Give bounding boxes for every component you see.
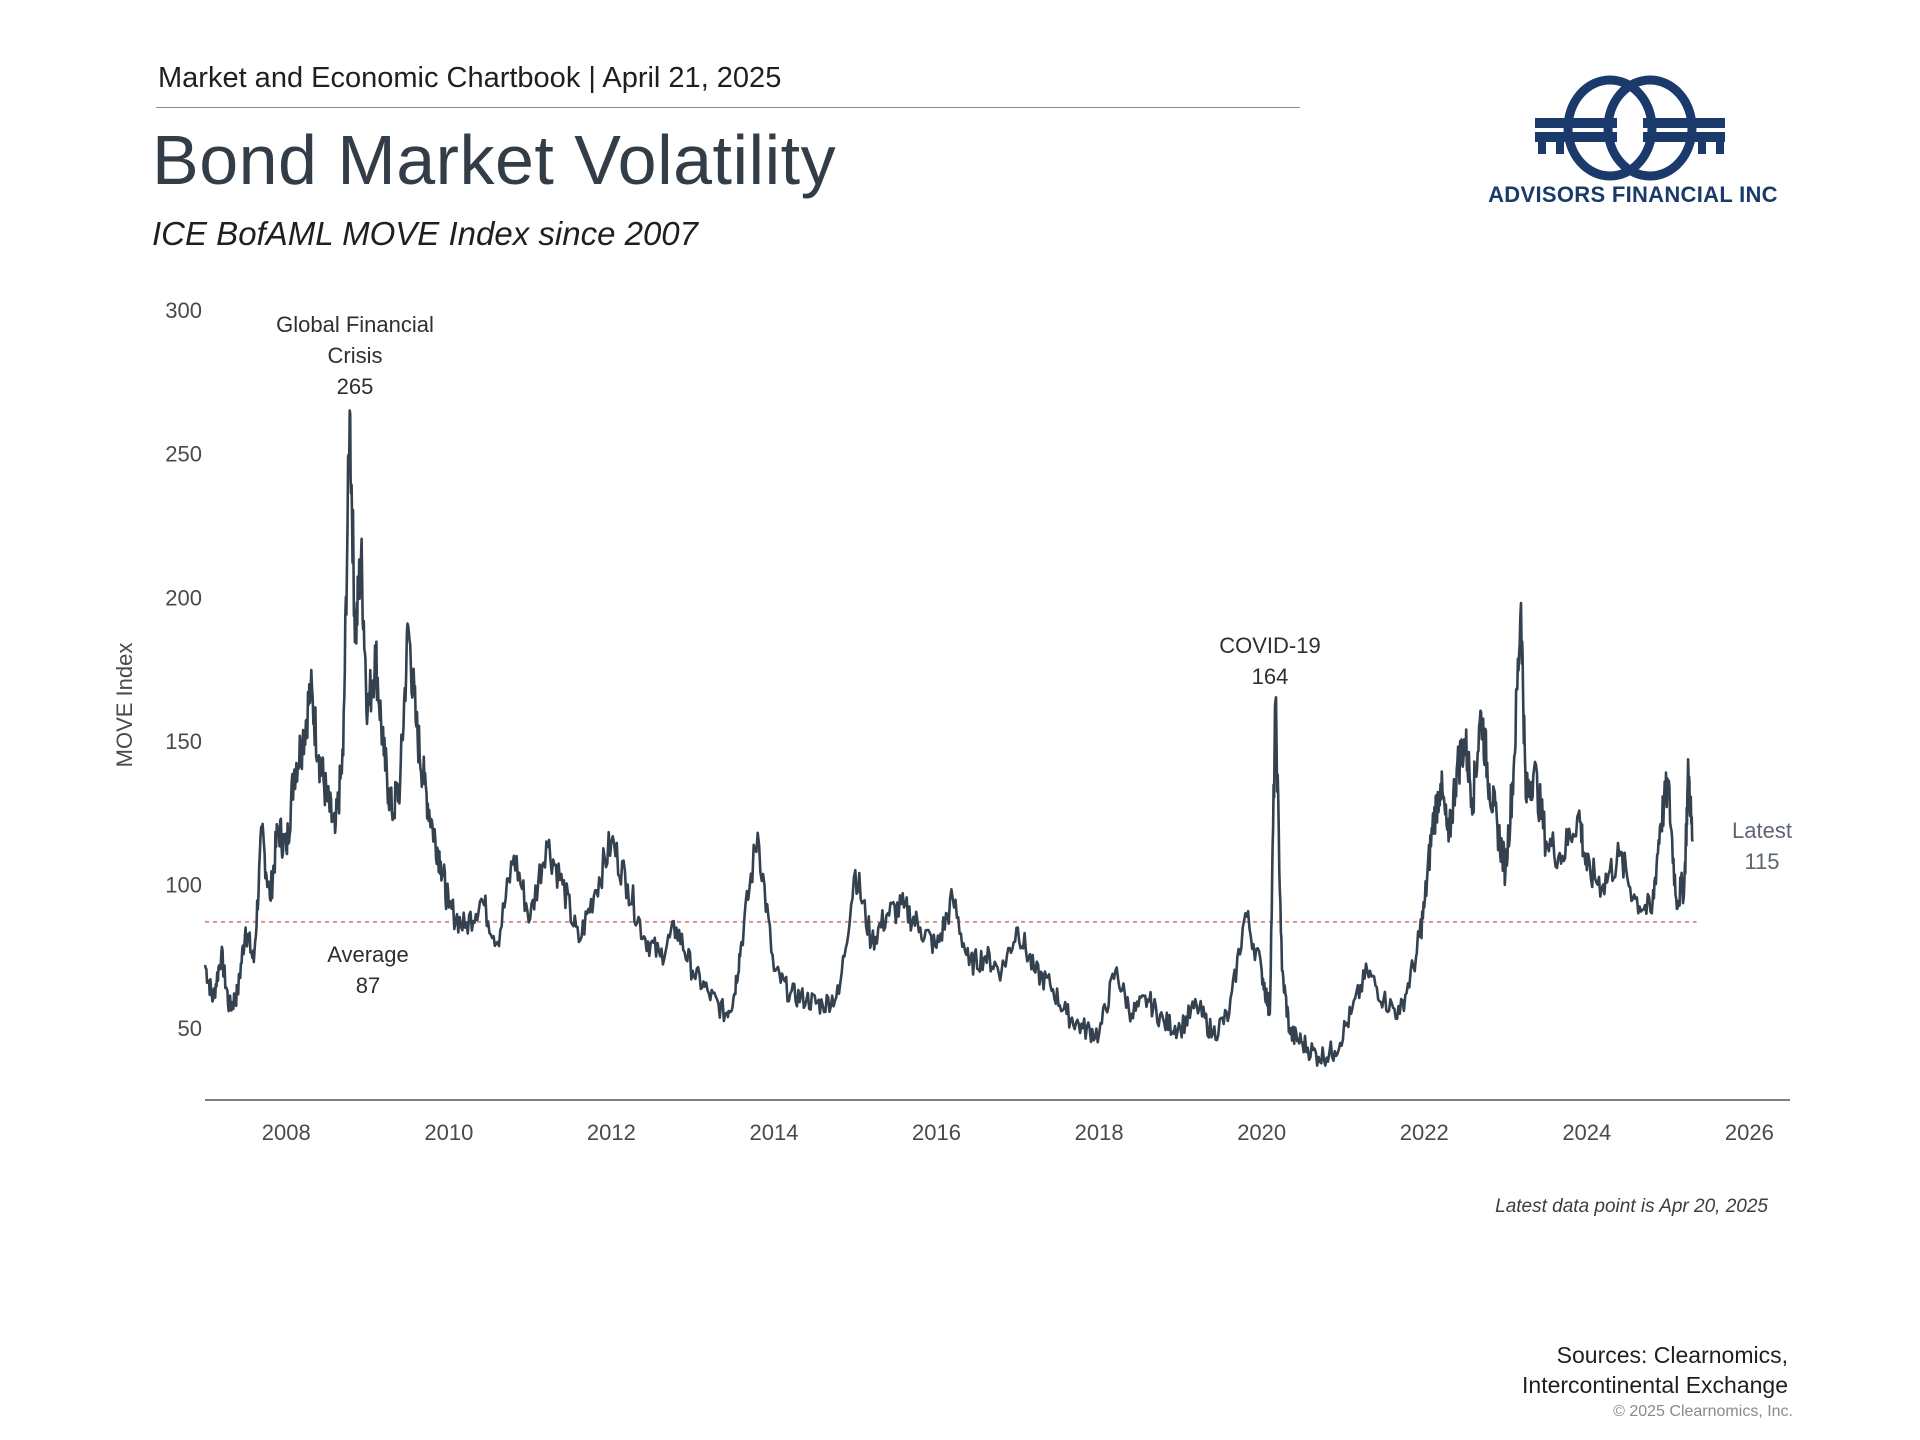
y-tick-label: 300	[165, 298, 202, 323]
x-tick-label: 2018	[1075, 1120, 1124, 1145]
x-tick-label: 2020	[1237, 1120, 1286, 1145]
x-tick-label: 2012	[587, 1120, 636, 1145]
annotation-covid-line: COVID-19	[1219, 633, 1320, 658]
company-logo-icon	[1535, 75, 1725, 181]
x-tick-label: 2008	[262, 1120, 311, 1145]
sources-line-2: Intercontinental Exchange	[1522, 1372, 1788, 1398]
annotation-gfc-line: Crisis	[328, 343, 383, 368]
x-tick-label: 2024	[1562, 1120, 1611, 1145]
x-tick-label: 2026	[1725, 1120, 1774, 1145]
x-tick-label: 2022	[1400, 1120, 1449, 1145]
x-tick-label: 2010	[424, 1120, 473, 1145]
annotation-covid-line: 164	[1252, 664, 1289, 689]
y-tick-label: 100	[165, 873, 202, 898]
x-axis-ticks: 2008 2010 2012 2014 2016 2018 2020 2022 2024 2026	[262, 1120, 1774, 1145]
copyright-text: © 2025 Clearnomics, Inc.	[1613, 1403, 1793, 1420]
sources-line-1: Sources: Clearnomics,	[1556, 1342, 1788, 1368]
sources-text: Sources: Clearnomics, Intercontinental E…	[1522, 1340, 1788, 1400]
y-axis-label: MOVE Index	[112, 643, 137, 768]
y-tick-label: 200	[165, 585, 202, 610]
chartbook-header: Market and Economic Chartbook | April 21…	[158, 62, 782, 94]
y-tick-label: 250	[165, 442, 202, 467]
latest-data-note: Latest data point is Apr 20, 2025	[1495, 1196, 1768, 1217]
chart-annotations: Global Financial Crisis 265 COVID-19 164 Aver…	[276, 312, 1792, 998]
page-subtitle: ICE BofAML MOVE Index since 2007	[152, 215, 698, 252]
header-divider	[156, 107, 1300, 108]
annotation-gfc-line: Global Financial	[276, 312, 434, 337]
y-tick-label: 50	[178, 1016, 202, 1041]
x-tick-label: 2014	[749, 1120, 798, 1145]
y-tick-label: 150	[165, 729, 202, 754]
annotation-gfc-line: 265	[337, 374, 374, 399]
annotation-latest-line: Latest	[1732, 818, 1792, 843]
annotation-average-line: Average	[327, 942, 409, 967]
page-title: Bond Market Volatility	[152, 121, 837, 199]
annotation-average-line: 87	[356, 973, 380, 998]
x-tick-label: 2016	[912, 1120, 961, 1145]
y-axis-ticks: 50 100 150 200 250 300	[165, 298, 202, 1041]
move-index-line	[203, 409, 1694, 1067]
company-name: ADVISORS FINANCIAL INC	[1488, 182, 1778, 207]
annotation-latest-line: 115	[1744, 849, 1779, 874]
